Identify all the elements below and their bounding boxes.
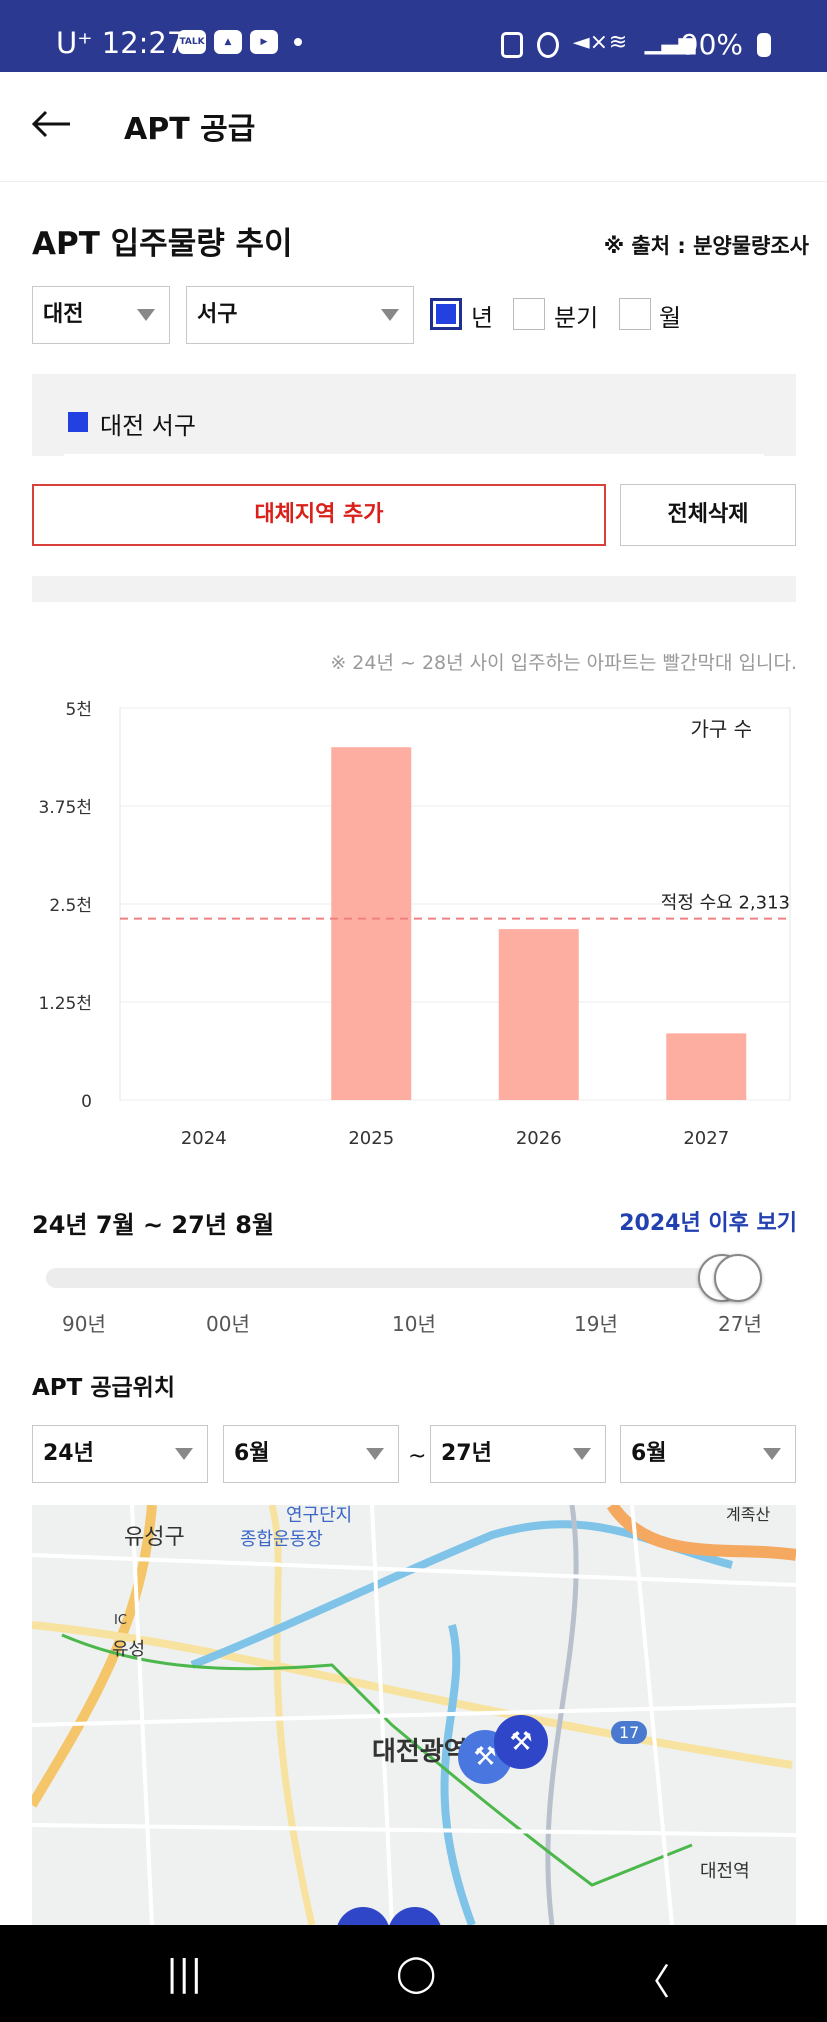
x-tick-label: 2026	[516, 1128, 562, 1149]
hammer-pin-icon[interactable]: ⚒	[494, 1715, 548, 1769]
supply-chart: 0 1.25천 2.5천 3.75천 5천 2024 2025 2026 2027 적정 수요 2…	[39, 700, 791, 1149]
x-tick-label: 2027	[683, 1128, 729, 1149]
gray-divider	[32, 576, 796, 602]
recent-apps-icon[interactable]: |||	[166, 1953, 203, 1994]
map-label: IC	[114, 1613, 127, 1628]
map-pin-icon[interactable]	[336, 1907, 390, 1925]
wifi-icon: ≋	[608, 29, 628, 55]
map-pin-icon[interactable]	[388, 1907, 442, 1925]
from-month-value: 6월	[234, 1441, 270, 1466]
checkbox-year-label: 년	[471, 304, 494, 332]
caret-down-icon	[137, 309, 155, 321]
checkbox-year[interactable]	[430, 298, 462, 330]
unit-label: 가구 수	[690, 717, 752, 741]
image-icon: ▲	[214, 30, 242, 54]
chart-note: ※ 24년 ~ 28년 사이 입주하는 아파트는 빨간막대 입니다.	[330, 652, 797, 674]
status-right-icons: ◄× ≋ ▁▃▅ 90%	[500, 28, 771, 61]
talk-icon: TALK	[178, 30, 206, 54]
sim-icon	[500, 31, 523, 58]
alarm-icon	[536, 31, 559, 58]
chart-bar	[498, 929, 579, 1100]
slider-handle-end[interactable]	[714, 1254, 762, 1302]
supply-location-map[interactable]: 유성구 연구단지 종합운동장 유성 IC 대전광역시청 대전역 17 계족산 ⚒…	[32, 1505, 796, 1925]
slider-tick-label: 90년	[62, 1312, 106, 1336]
location-section-title: APT 공급위치	[32, 1375, 175, 1401]
caret-down-icon	[573, 1448, 591, 1460]
y-tick-label: 5천	[66, 700, 92, 720]
map-label: 계족산	[726, 1505, 771, 1524]
home-icon[interactable]: ◯	[396, 1953, 437, 1994]
system-nav-bar: ||| ◯ 〈	[0, 1925, 827, 2022]
map-label: 연구단지	[286, 1505, 353, 1526]
slider-tick-label: 00년	[206, 1312, 250, 1336]
caret-down-icon	[381, 309, 399, 321]
status-time: U⁺ 12:27	[56, 26, 186, 60]
slider-tick-label: 10년	[392, 1312, 436, 1336]
from-year-value: 24년	[43, 1441, 94, 1466]
checkbox-month[interactable]	[619, 298, 651, 330]
map-label: 유성구	[124, 1525, 185, 1550]
section-title: APT 입주물량 추이	[32, 226, 293, 262]
signal-icon: ▁▃▅	[644, 29, 696, 55]
y-tick-label: 3.75천	[39, 798, 93, 818]
battery-icon	[757, 32, 771, 57]
map-label: 종합운동장	[240, 1529, 323, 1550]
range-tilde: ~	[408, 1444, 427, 1469]
caret-down-icon	[175, 1448, 193, 1460]
slider-tick-label: 27년	[718, 1312, 762, 1336]
slider-tick-label: 19년	[574, 1312, 618, 1336]
caret-down-icon	[366, 1448, 384, 1460]
checkbox-quarter[interactable]	[513, 298, 545, 330]
legend-swatch	[68, 412, 88, 432]
from-month-select[interactable]: 6월	[223, 1425, 399, 1483]
district-select-value: 서구	[197, 302, 238, 327]
caret-down-icon	[763, 1448, 781, 1460]
y-tick-label: 0	[81, 1092, 92, 1112]
page-title: APT 공급	[124, 112, 256, 147]
to-month-select[interactable]: 6월	[620, 1425, 796, 1483]
legend-box	[32, 374, 796, 456]
route-17-badge: 17	[611, 1721, 648, 1744]
view-since-2024-link[interactable]: 2024년 이후 보기	[619, 1211, 797, 1236]
map-roads	[32, 1505, 796, 1925]
map-label: 대전역	[700, 1861, 750, 1882]
range-label: 24년 7월 ~ 27년 8월	[32, 1211, 275, 1239]
from-year-select[interactable]: 24년	[32, 1425, 208, 1483]
status-left-icons: TALK ▲ ▶	[178, 30, 302, 54]
region-select-value: 대전	[43, 302, 84, 327]
x-tick-label: 2025	[348, 1128, 394, 1149]
region-select[interactable]: 대전	[32, 286, 170, 344]
map-label: 유성	[112, 1639, 146, 1660]
battery-percent: 90%	[680, 28, 743, 61]
add-alt-region-button[interactable]: 대체지역 추가	[32, 484, 606, 546]
chart-bar	[666, 1033, 747, 1100]
delete-all-button[interactable]: 전체삭제	[620, 484, 796, 546]
to-year-select[interactable]: 27년	[430, 1425, 606, 1483]
mute-icon: ◄×	[572, 29, 609, 55]
legend-label: 대전 서구	[100, 412, 196, 440]
youtube-icon: ▶	[250, 30, 278, 54]
source-note: ※ 출처 : 분양물량조사	[603, 234, 809, 258]
legend-divider	[64, 454, 764, 458]
status-bar: U⁺ 12:27 TALK ▲ ▶ ◄× ≋ ▁▃▅ 90%	[0, 0, 827, 72]
reference-label: 적정 수요 2,313	[661, 893, 790, 914]
back-nav-icon[interactable]: 〈	[634, 1962, 671, 2003]
chart-bar	[331, 747, 412, 1100]
checkbox-quarter-label: 분기	[554, 304, 599, 332]
x-tick-label: 2024	[181, 1128, 227, 1149]
to-year-value: 27년	[441, 1441, 492, 1466]
checkbox-month-label: 월	[659, 304, 682, 332]
notification-dot-icon	[294, 38, 302, 46]
back-arrow-icon[interactable]	[30, 102, 74, 146]
period-slider-track[interactable]	[46, 1268, 760, 1288]
district-select[interactable]: 서구	[186, 286, 414, 344]
y-tick-label: 2.5천	[49, 896, 92, 916]
to-month-value: 6월	[631, 1441, 667, 1466]
app-header: APT 공급	[0, 72, 827, 182]
y-tick-label: 1.25천	[39, 994, 93, 1014]
